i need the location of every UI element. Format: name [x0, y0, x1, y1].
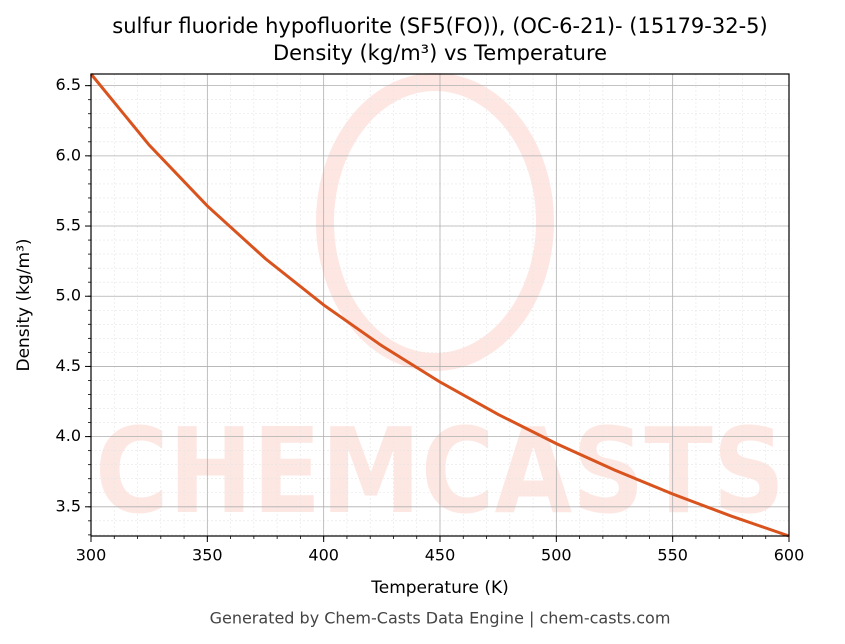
y-tick-label: 6.0 [56, 145, 81, 164]
y-tick-label: 6.5 [56, 75, 81, 94]
data-line [89, 73, 790, 538]
watermark-logo [316, 73, 554, 371]
x-tick-label: 450 [425, 546, 456, 565]
x-tick-label: 550 [657, 546, 688, 565]
y-tick-label: 3.5 [56, 496, 81, 515]
x-tick-label: 400 [308, 546, 339, 565]
x-tick-label: 500 [541, 546, 572, 565]
x-tick-label: 350 [192, 546, 223, 565]
x-tick-label: 300 [76, 546, 107, 565]
chart-title: sulfur fluoride hypofluorite (SF5(FO)), … [112, 14, 767, 38]
x-tick-label: 600 [774, 546, 805, 565]
plot-frame [90, 73, 790, 537]
footer: Generated by Chem-Casts Data Engine | ch… [210, 609, 671, 628]
x-axis-title: Temperature (K) [370, 578, 509, 598]
chart-subtitle: Density (kg/m³) vs Temperature [273, 41, 607, 65]
y-tick-label: 5.0 [56, 286, 81, 305]
y-tick-label: 4.5 [56, 356, 81, 375]
y-tick-label: 5.5 [56, 216, 81, 235]
y-tick-label: 4.0 [56, 426, 81, 445]
y-axis-title: Density (kg/m³) [14, 238, 34, 371]
